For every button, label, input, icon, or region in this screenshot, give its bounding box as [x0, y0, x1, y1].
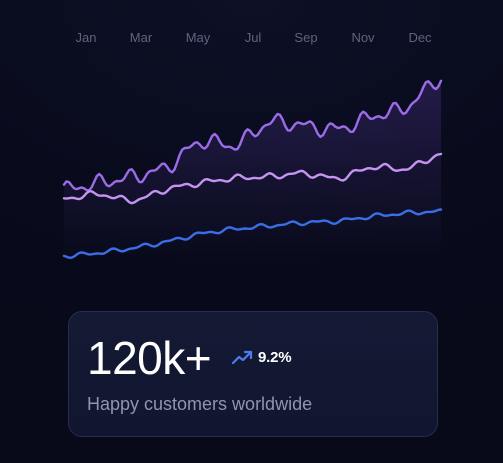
chart-areas — [64, 80, 441, 257]
x-tick-label-dec: Dec — [408, 30, 432, 45]
x-tick-label-may: May — [186, 30, 211, 45]
stat-value: 120k+ — [87, 332, 212, 384]
x-tick-label-jul: Jul — [245, 30, 262, 45]
trend-percentage: 9.2% — [258, 348, 292, 366]
trending-up-icon — [232, 350, 253, 365]
line-chart: Jan Mar May Jul Sep Nov Dec — [62, 30, 443, 259]
series-1-area — [64, 80, 441, 257]
x-tick-label-sep: Sep — [294, 30, 317, 45]
x-tick-label-mar: Mar — [130, 30, 153, 45]
stat-caption: Happy customers worldwide — [87, 394, 313, 414]
series-1-line — [62, 79, 443, 192]
stat-card: 120k+ 9.2% Happy customers worldwide — [68, 311, 438, 437]
x-axis-ticks: Jan Mar May Jul Sep Nov Dec — [76, 30, 433, 45]
trend-indicator: 9.2% — [232, 346, 292, 368]
chart-lines — [62, 79, 443, 259]
x-tick-label-nov: Nov — [351, 30, 375, 45]
series-2-line — [62, 152, 443, 205]
x-tick-label-jan: Jan — [76, 30, 97, 45]
series-3-line — [62, 208, 443, 259]
